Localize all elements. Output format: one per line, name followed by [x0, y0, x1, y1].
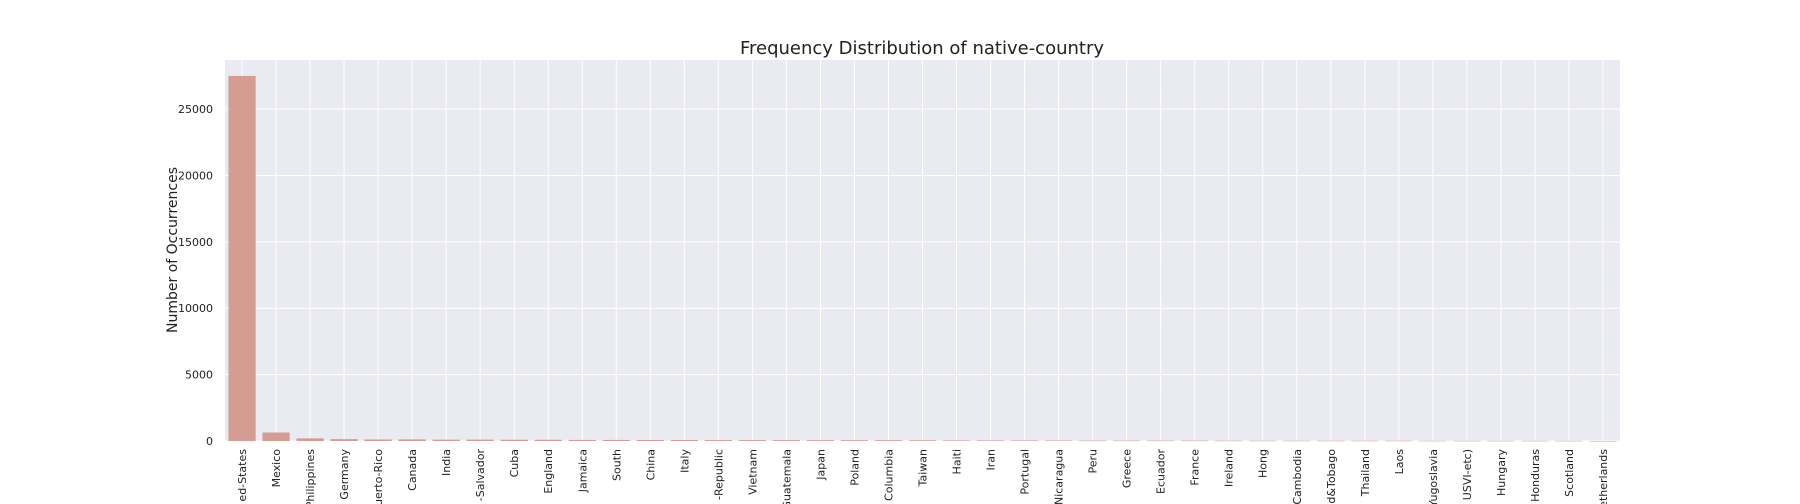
x-axis-ticks: ed-States Mexico Philippines Germany uerto-R… — [236, 449, 1610, 504]
x-tick-label: South — [610, 449, 623, 481]
bar — [738, 440, 766, 441]
x-tick-label: Poland — [848, 449, 861, 486]
x-tick-label: Laos — [1393, 449, 1406, 475]
x-tick-label: d&Tobago — [1325, 449, 1338, 504]
x-tick-label: USVI-etc) — [1461, 449, 1474, 500]
x-tick-label: Vietnam — [746, 449, 759, 495]
x-tick-label: Germany — [338, 449, 351, 500]
bar — [1215, 440, 1243, 442]
y-tick-label: 25000 — [178, 103, 213, 116]
bar — [398, 439, 426, 441]
x-tick-label: Haiti — [951, 449, 964, 474]
x-tick-label: Cambodia — [1291, 449, 1304, 504]
bar — [1419, 440, 1447, 442]
bar — [1521, 440, 1549, 442]
bar — [1487, 440, 1515, 442]
x-tick-label: -Republic — [712, 449, 725, 500]
bar — [636, 440, 664, 441]
x-tick-label: Nicaragua — [1053, 449, 1066, 504]
bar — [364, 439, 392, 441]
bar — [874, 440, 903, 441]
bar — [228, 75, 256, 442]
x-tick-label: Thailand — [1359, 449, 1372, 497]
x-tick-label: Jamaica — [576, 449, 589, 493]
bar — [1113, 440, 1141, 442]
bars — [228, 75, 1617, 442]
x-tick-label: Portugal — [1019, 449, 1032, 495]
bar — [330, 439, 358, 441]
y-tick-label: 15000 — [178, 236, 213, 249]
x-tick-label: Yugoslavia — [1427, 449, 1440, 504]
x-tick-label: Ecuador — [1155, 449, 1168, 494]
bar — [704, 440, 732, 441]
x-tick-label: China — [644, 449, 657, 480]
bar — [1283, 440, 1311, 442]
bar — [1181, 440, 1209, 442]
x-tick-label: Honduras — [1529, 449, 1542, 502]
bar — [1079, 440, 1107, 442]
x-tick-label: Greece — [1121, 449, 1134, 488]
bar — [500, 439, 528, 441]
bar — [262, 432, 290, 441]
bar — [602, 439, 630, 441]
x-tick-label: etherlands — [1597, 449, 1610, 504]
x-tick-label: France — [1189, 449, 1202, 486]
y-axis-label: Number of Occurrences — [165, 167, 181, 333]
bar — [1385, 440, 1413, 442]
bar — [1010, 440, 1039, 442]
x-tick-label: Taiwan — [917, 449, 930, 487]
bar — [534, 439, 562, 441]
bar — [1351, 440, 1379, 442]
x-tick-label: ed-States — [236, 449, 249, 502]
y-tick-label: 5000 — [185, 369, 213, 382]
bar — [976, 440, 1005, 441]
x-tick-label: Italy — [678, 449, 691, 473]
bar — [840, 440, 869, 441]
x-tick-label: Hungary — [1495, 449, 1508, 496]
x-tick-label: Hong — [1257, 449, 1270, 478]
bar — [466, 439, 494, 441]
bar — [1249, 440, 1277, 442]
x-tick-label: India — [440, 449, 453, 476]
bar — [296, 438, 324, 441]
bar — [1555, 440, 1583, 442]
x-tick-label: -Salvador — [474, 449, 487, 502]
bar — [1453, 440, 1481, 442]
x-tick-label: Japan — [814, 449, 827, 481]
x-tick-label: Scotland — [1563, 449, 1576, 497]
bar — [670, 440, 698, 441]
bar — [908, 440, 937, 441]
y-tick-label: 0 — [206, 435, 213, 448]
x-tick-label: Canada — [406, 449, 419, 491]
x-tick-label: Iran — [985, 449, 998, 471]
bar — [942, 440, 971, 441]
bar — [1147, 440, 1175, 442]
bar — [772, 440, 801, 441]
x-tick-label: Philippines — [304, 449, 317, 504]
gridlines — [225, 60, 1620, 442]
x-tick-label: Columbia — [882, 449, 895, 501]
bar — [1317, 440, 1345, 442]
y-tick-label: 20000 — [178, 169, 213, 182]
chart-title: Frequency Distribution of native-country — [740, 38, 1104, 59]
x-tick-label: Ireland — [1223, 449, 1236, 487]
x-tick-label: uerto-Rico — [372, 449, 385, 504]
y-axis-ticks: 0 5000 10000 15000 20000 25000 — [178, 103, 213, 448]
x-tick-label: Cuba — [508, 449, 521, 477]
x-tick-label: Peru — [1087, 449, 1100, 474]
x-tick-label: England — [542, 449, 555, 494]
y-tick-label: 10000 — [178, 302, 213, 315]
bar — [806, 440, 835, 441]
bar — [1589, 440, 1617, 442]
bar — [568, 439, 596, 441]
x-tick-label: Mexico — [270, 449, 283, 488]
bar — [1044, 440, 1073, 442]
bar — [432, 439, 460, 441]
x-tick-label: Guatemala — [780, 449, 793, 504]
